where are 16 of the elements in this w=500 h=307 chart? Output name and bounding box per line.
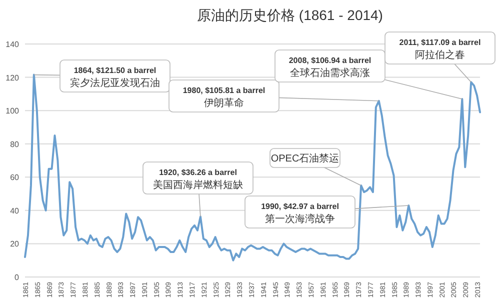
- annotation: 1920, $36.26 a barrel 美国西海岸燃料短缺: [153, 168, 243, 191]
- y-tick-label: 60: [10, 173, 20, 182]
- annotation: 2011, $117.09 a barrel 阿拉伯之春: [399, 38, 481, 61]
- y-tick-label: 100: [6, 106, 20, 116]
- annotation: OPEC石油禁运: [270, 152, 340, 164]
- chart-title: 原油的历史价格 (1861 - 2014): [197, 7, 383, 23]
- y-tick-label: 40: [10, 206, 20, 216]
- y-tick-label: 140: [6, 40, 20, 49]
- annotation: 1864, $121.50 a barrel 宾夕法尼亚发现石油: [70, 66, 160, 89]
- y-tick-label: 120: [6, 73, 20, 82]
- annotation: 2008, $106.94 a barrel 全球石油需求高涨: [288, 56, 372, 79]
- annotation: 1990, $42.97 a barrel 第一次海湾战争: [261, 202, 339, 225]
- y-tick-label: 0: [14, 273, 20, 282]
- annotation: 1980, $105.81 a barrel 伊朗革命: [182, 86, 266, 109]
- y-tick-label: 20: [10, 240, 20, 249]
- y-tick-label: 80: [10, 140, 20, 149]
